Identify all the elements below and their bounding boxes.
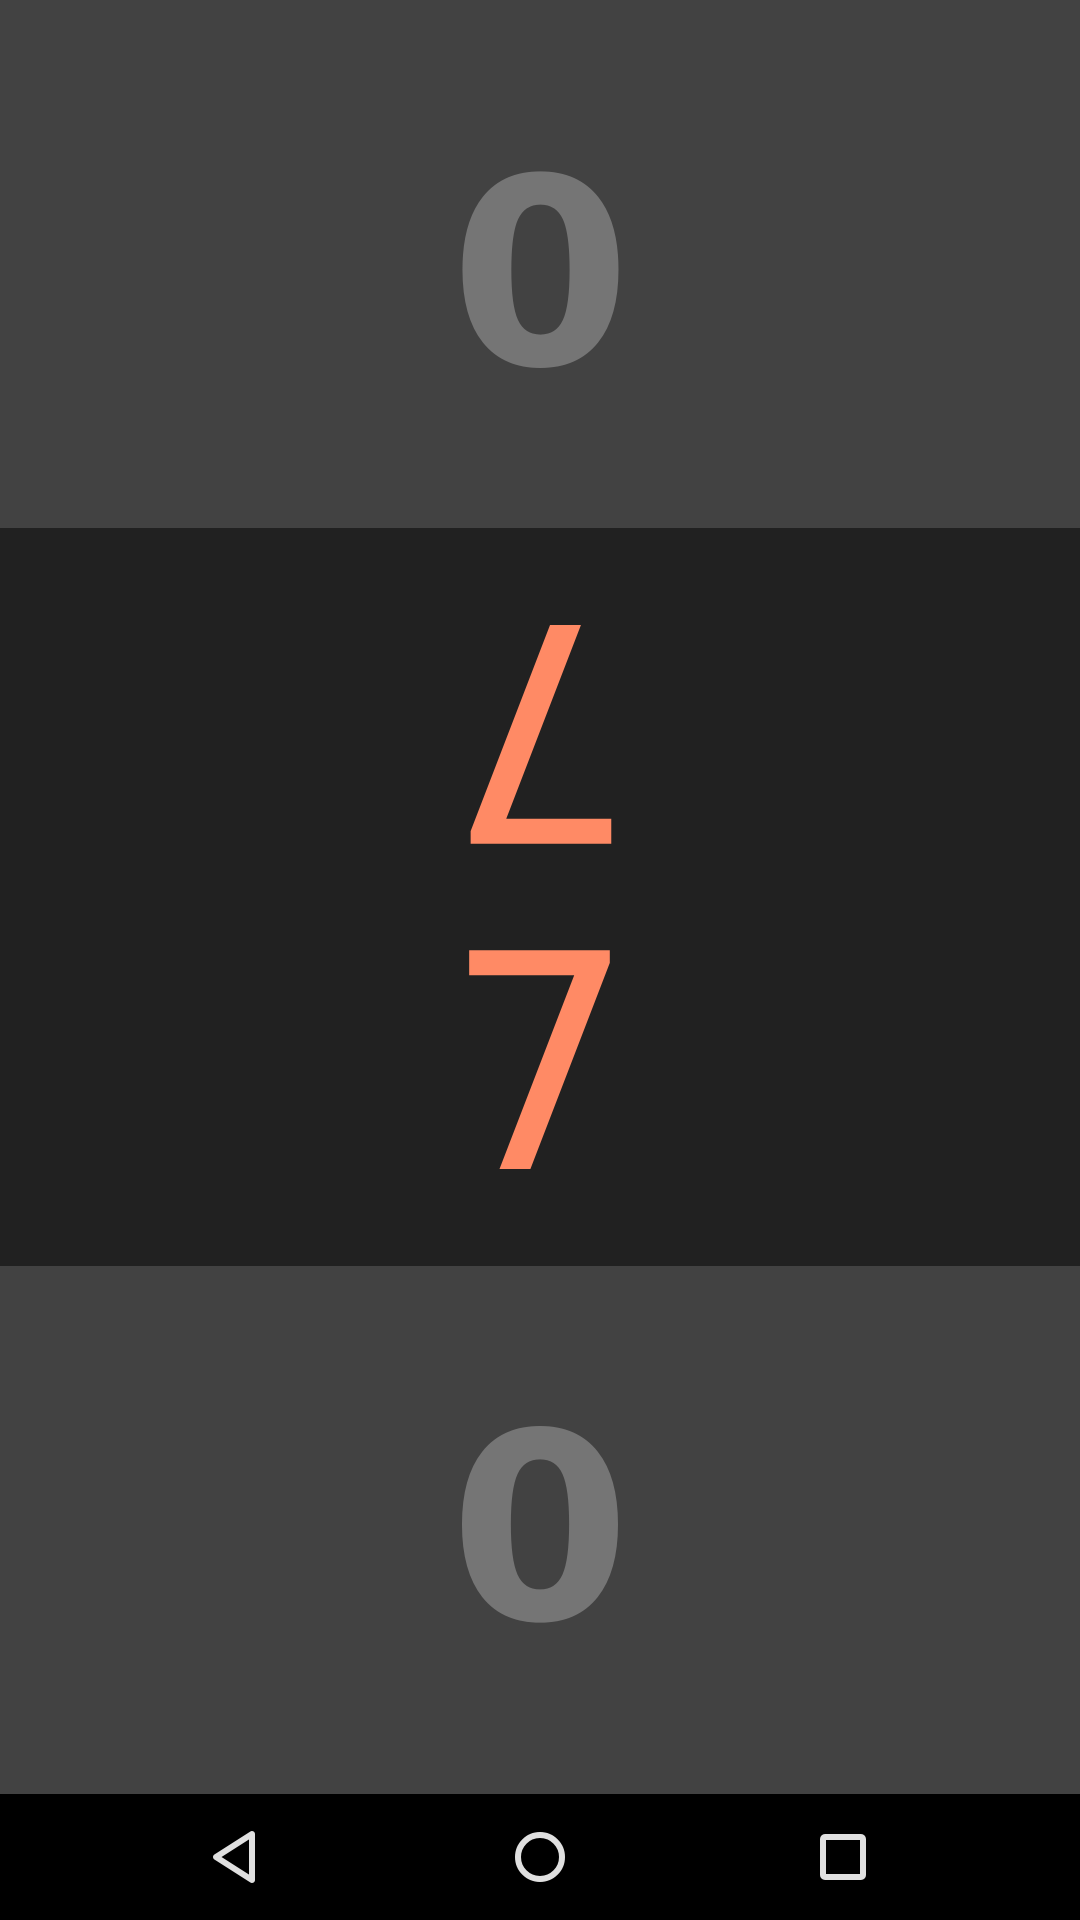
middle-upper-score: 7 (444, 554, 636, 903)
back-button[interactable] (205, 1827, 265, 1887)
top-player-panel[interactable]: 0 (0, 0, 1080, 528)
score-keeper-app: 0 7 7 0 (0, 0, 1080, 1794)
bottom-player-score: 0 (449, 1379, 631, 1681)
system-navigation-bar (0, 1794, 1080, 1920)
recents-button[interactable] (813, 1827, 873, 1887)
back-triangle-icon (213, 1831, 255, 1883)
middle-lower-score: 7 (444, 891, 636, 1240)
middle-panel[interactable]: 7 7 (0, 528, 1080, 1266)
home-circle-icon (515, 1832, 565, 1882)
top-player-score: 0 (449, 113, 631, 415)
home-button[interactable] (510, 1827, 570, 1887)
recents-square-icon (820, 1834, 866, 1880)
bottom-player-panel[interactable]: 0 (0, 1266, 1080, 1794)
